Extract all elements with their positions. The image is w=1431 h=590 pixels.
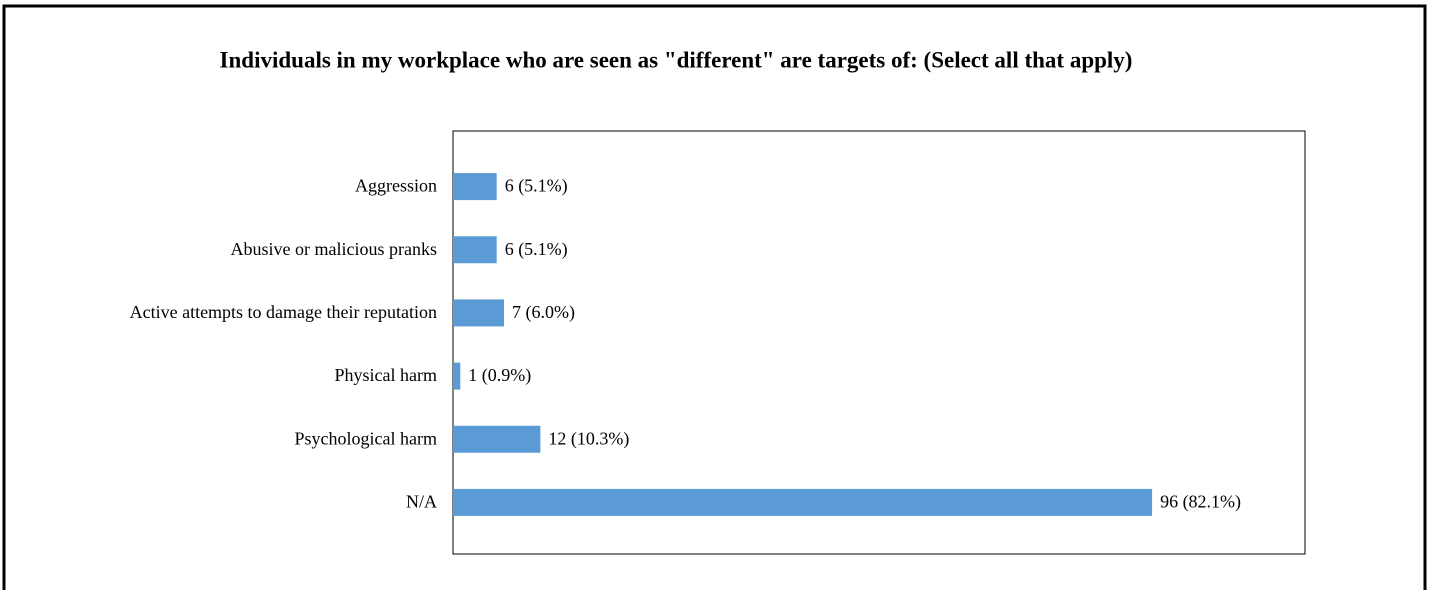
y-tick-label: Physical harm (335, 365, 437, 385)
bar (453, 362, 461, 390)
bar (453, 236, 497, 264)
value-label: 12 (10.3%) (548, 428, 629, 449)
y-tick-label: N/A (406, 492, 437, 512)
value-label: 96 (82.1%) (1160, 492, 1241, 513)
y-tick-label: Psychological harm (295, 428, 437, 448)
plot-area (452, 130, 1306, 555)
frame (2, 4, 1427, 590)
bar (453, 173, 497, 201)
bar (453, 299, 504, 327)
y-tick-label: Aggression (355, 176, 437, 196)
bar (453, 425, 541, 453)
chart-title: Individuals in my workplace who are seen… (220, 47, 1133, 72)
value-label: 7 (6.0%) (512, 302, 575, 323)
y-tick-label: Active attempts to damage their reputati… (130, 302, 437, 322)
value-label: 1 (0.9%) (468, 365, 531, 386)
y-tick-label: Abusive or malicious pranks (231, 239, 437, 259)
bar (453, 488, 1153, 516)
value-label: 6 (5.1%) (505, 176, 568, 197)
value-label: 6 (5.1%) (505, 239, 568, 260)
